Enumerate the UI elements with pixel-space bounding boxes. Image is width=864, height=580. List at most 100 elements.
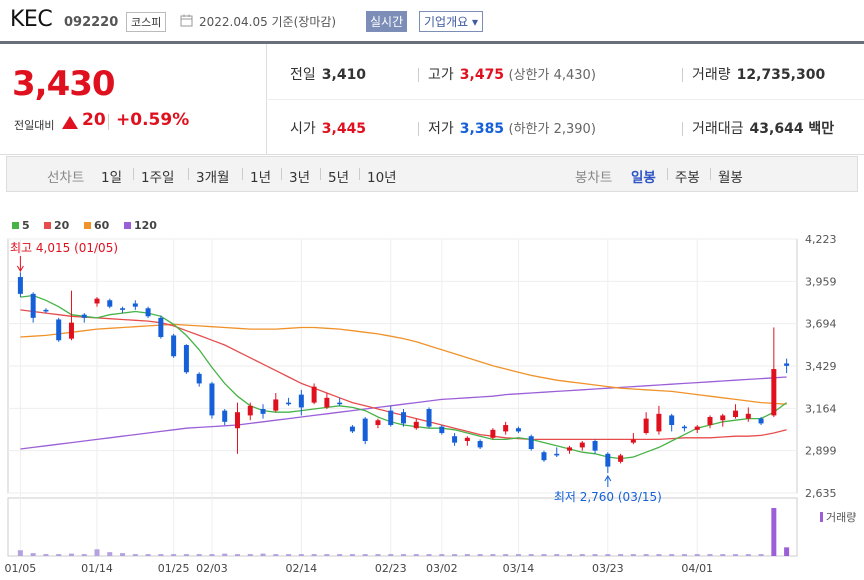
volume-bar: [554, 554, 560, 556]
x-tick-label: 04/01: [681, 562, 713, 575]
candle-body: [56, 319, 62, 341]
legend-swatch: [124, 222, 131, 229]
divider: [667, 168, 668, 180]
tab-3m[interactable]: 3개월: [196, 170, 230, 186]
ma-line-120: [20, 376, 787, 450]
volume-bar: [720, 554, 726, 556]
candle-body: [758, 418, 764, 424]
candle-body: [337, 402, 343, 405]
tab-1d[interactable]: 1일: [101, 170, 123, 186]
change-label: 전일대비: [14, 119, 55, 132]
tab-5y[interactable]: 5년: [328, 170, 350, 186]
candle-body: [707, 417, 713, 426]
prev-close: 전일 3,410: [290, 67, 367, 83]
max-arrow-head: [16, 265, 24, 272]
candle-body: [94, 298, 100, 304]
company-overview-dropdown[interactable]: 기업개요 ▾: [419, 11, 483, 32]
volume-bar: [669, 554, 675, 556]
divider: [320, 168, 321, 180]
low-price: 저가 3,385 (하한가 2,390): [428, 121, 596, 137]
tab-1w[interactable]: 1주일: [141, 170, 175, 186]
candle-body: [745, 413, 751, 419]
tab-3y[interactable]: 3년: [289, 170, 311, 186]
candle-body: [362, 418, 368, 442]
volume-bar: [171, 554, 177, 556]
candle-body: [43, 309, 49, 312]
volume-bar: [503, 554, 509, 556]
volume-bar: [413, 554, 419, 556]
candle-body: [630, 439, 636, 443]
volume-bar: [286, 554, 292, 556]
candle-body: [81, 314, 87, 318]
candle-body: [694, 426, 700, 430]
candle-body: [515, 428, 521, 432]
stock-code: 092220: [64, 15, 119, 30]
candle-body: [771, 369, 777, 416]
volume-legend-swatch: [820, 512, 823, 522]
y-tick-label: 2,635: [805, 487, 837, 500]
trade-amount: 거래대금 43,644 백만: [692, 121, 835, 137]
candle-body: [349, 426, 355, 432]
tab-daily[interactable]: 일봉: [631, 170, 656, 186]
candle-body: [605, 453, 611, 467]
candle-body: [273, 399, 279, 411]
stock-name: KEC: [10, 7, 53, 32]
y-tick-label: 3,959: [805, 275, 837, 288]
candle-body: [311, 386, 317, 403]
volume-panel-frame: [7, 497, 798, 557]
volume-bar: [145, 554, 151, 556]
volume-bar: [337, 554, 343, 556]
stock-header: KEC 092220 코스피 2022.04.05 기준(장마감) 실시간 기업…: [0, 0, 864, 44]
volume-bar: [30, 553, 36, 556]
divider: [266, 99, 864, 100]
candle-body: [528, 436, 534, 450]
volume-bar: [349, 554, 355, 556]
volume-bar: [733, 554, 739, 556]
candle-body: [120, 308, 126, 310]
volume-bar: [592, 554, 598, 556]
tab-10y[interactable]: 10년: [367, 170, 397, 186]
volume-bar: [605, 554, 611, 556]
tab-weekly[interactable]: 주봉: [675, 170, 700, 186]
volume-bar: [375, 554, 381, 556]
x-tick-label: 01/14: [81, 562, 113, 575]
legend-swatch: [84, 222, 91, 229]
volume-bar: [388, 554, 394, 556]
divider: [108, 114, 109, 130]
volume-bar: [311, 554, 317, 556]
volume-bar: [234, 554, 240, 556]
volume-bar: [758, 554, 764, 556]
chart-tab-bar: 선차트 1일 1주일 3개월 1년 3년 5년 10년 봉차트 일봉 주봉 월봉: [6, 156, 858, 192]
volume-bar: [439, 554, 445, 556]
volume-bar: [132, 554, 138, 556]
candle-body: [183, 345, 189, 373]
divider: [359, 168, 360, 180]
candle-body: [592, 441, 598, 451]
candle-body: [234, 412, 240, 429]
x-tick-label: 03/14: [503, 562, 535, 575]
divider: [281, 168, 282, 180]
volume-bar: [158, 554, 164, 556]
volume-bar: [618, 554, 624, 556]
volume-bar: [209, 554, 215, 556]
candle-body: [401, 412, 406, 424]
candle-body: [784, 363, 790, 366]
legend-swatch: [12, 222, 19, 229]
volume-bar: [196, 554, 202, 556]
market-badge: 코스피: [126, 12, 167, 32]
candlestick-chart[interactable]: 4,223 3,959 3,694 3,429 3,164 2,899 2,635 01/05…: [0, 200, 864, 580]
volume-bar: [260, 553, 266, 556]
candle-body: [567, 447, 573, 451]
tab-monthly[interactable]: 월봉: [718, 170, 743, 186]
candle-body: [618, 455, 624, 462]
candle-body: [733, 410, 739, 418]
volume-bar: [273, 554, 279, 556]
realtime-button[interactable]: 실시간: [366, 11, 408, 32]
min-arrow-head: [604, 475, 612, 482]
legend-label: 120: [134, 219, 157, 232]
volume-bar: [771, 508, 777, 556]
x-tick-label: 02/14: [285, 562, 317, 575]
x-tick-label: 03/23: [592, 562, 624, 575]
volume-bar: [426, 554, 432, 556]
tab-1y[interactable]: 1년: [250, 170, 272, 186]
